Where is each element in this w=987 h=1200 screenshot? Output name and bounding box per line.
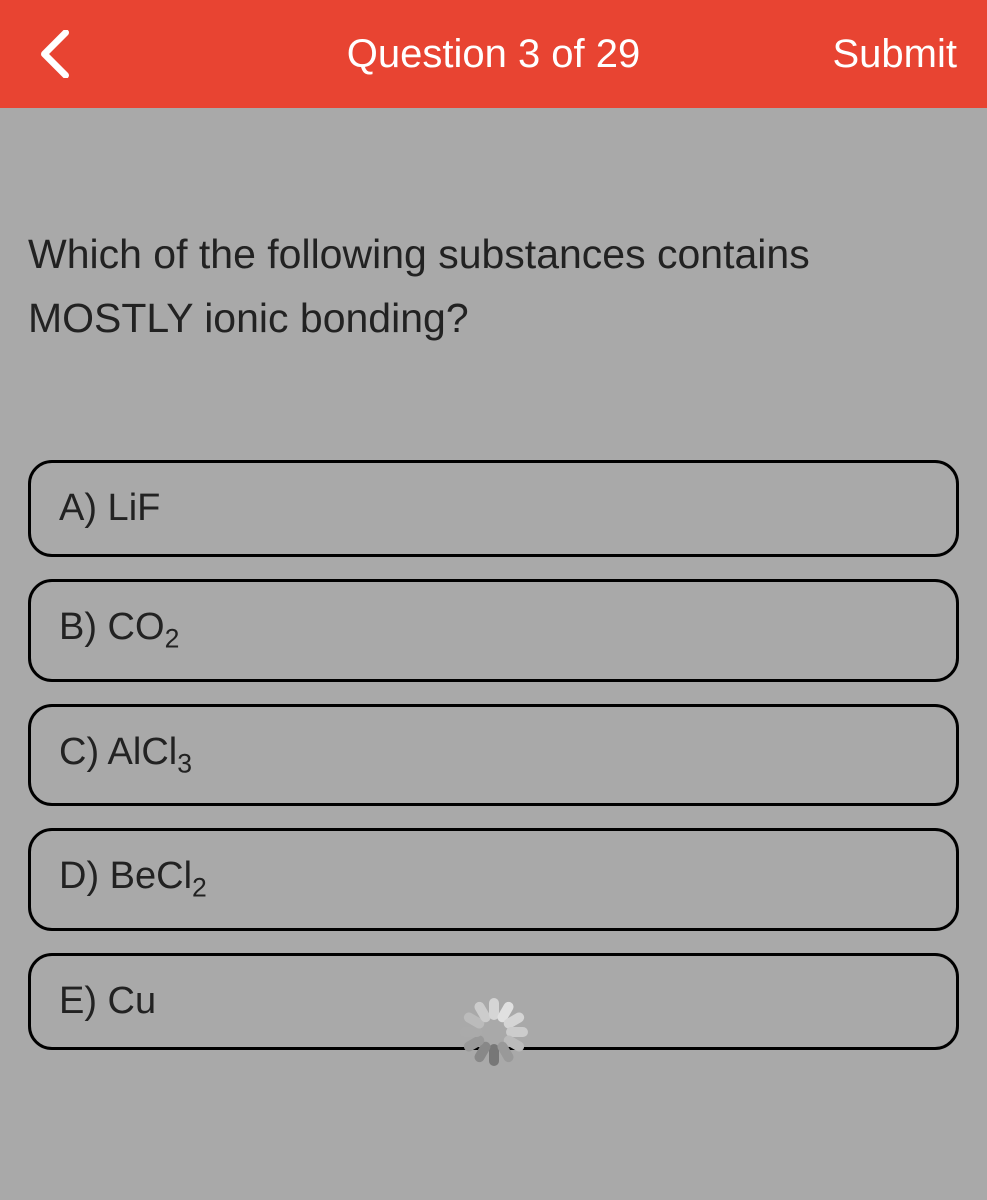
submit-button[interactable]: Submit	[833, 32, 958, 77]
question-counter: Question 3 of 29	[347, 32, 641, 77]
options-list: A) LiFB) CO2C) AlCl3D) BeCl2E) Cu	[28, 460, 959, 1050]
answer-option-b[interactable]: B) CO2	[28, 579, 959, 682]
answer-option-d[interactable]: D) BeCl2	[28, 828, 959, 931]
header-bar: Question 3 of 29 Submit	[0, 0, 987, 108]
chevron-left-icon	[39, 30, 71, 78]
question-text: Which of the following substances contai…	[28, 223, 959, 350]
back-button[interactable]	[30, 29, 80, 79]
answer-option-c[interactable]: C) AlCl3	[28, 704, 959, 807]
loading-spinner-icon	[459, 997, 529, 1067]
answer-option-a[interactable]: A) LiF	[28, 460, 959, 557]
content-area: Which of the following substances contai…	[0, 223, 987, 1050]
